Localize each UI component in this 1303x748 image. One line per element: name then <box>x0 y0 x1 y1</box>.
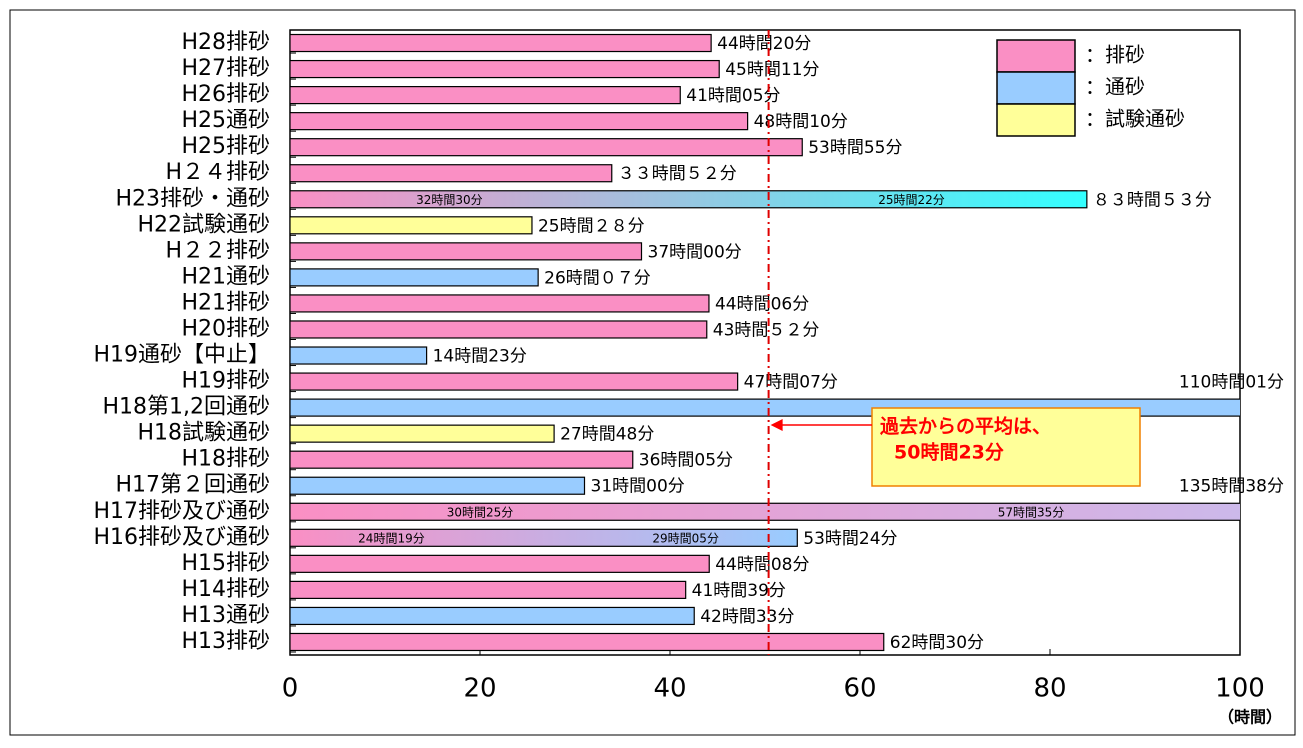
value-label: 14時間23分 <box>433 347 527 367</box>
x-axis-label: （時間） <box>1218 708 1282 727</box>
value-label: 41時間05分 <box>686 86 780 106</box>
bar <box>290 606 695 626</box>
y-tick-label: H19排砂 <box>181 369 270 394</box>
bar <box>290 138 803 157</box>
y-tick-label: H20排砂 <box>181 316 270 341</box>
value-label: 53時間24分 <box>803 529 897 549</box>
value-label: 44時間08分 <box>715 555 809 575</box>
bar <box>290 268 539 287</box>
y-tick-label: H25通砂 <box>181 108 270 133</box>
segment-label: 32時間30分 <box>416 193 483 207</box>
annotation-text: 50時間23分 <box>894 442 1004 464</box>
bar <box>290 346 428 365</box>
y-tick-label: H13通砂 <box>181 603 270 628</box>
bar <box>290 33 712 53</box>
y-tick-label: H21排砂 <box>181 290 270 315</box>
bar <box>290 398 1240 417</box>
bar <box>290 450 634 469</box>
value-label: 44時間06分 <box>715 294 809 314</box>
x-tick-label: 100 <box>1215 674 1265 704</box>
segment-label: 57時間35分 <box>998 505 1065 519</box>
bar <box>290 59 720 79</box>
value-label: 25時間２８分 <box>538 216 645 236</box>
bar <box>290 190 1088 209</box>
legend-swatch <box>996 39 1076 73</box>
segment-label: 30時間25分 <box>447 505 514 519</box>
bar <box>290 372 739 391</box>
value-label: 41時間39分 <box>692 581 786 601</box>
value-label: 27時間48分 <box>560 425 654 445</box>
value-label: 110時間01分 <box>1179 373 1284 393</box>
value-label: 45時間11分 <box>725 60 819 80</box>
y-tick-label: H19通砂【中止】 <box>93 343 270 368</box>
value-label: 31時間00分 <box>591 477 685 497</box>
y-tick-label: H27排砂 <box>181 56 270 81</box>
bar <box>290 502 1240 521</box>
bar <box>290 86 681 105</box>
y-tick-label: H17第２回通砂 <box>115 473 270 498</box>
y-tick-label: H16排砂及び通砂 <box>93 525 270 550</box>
x-tick-label: 0 <box>282 674 299 704</box>
y-tick-label: H17排砂及び通砂 <box>93 499 270 524</box>
segment-label: 29時間05分 <box>652 531 719 545</box>
value-label: 36時間05分 <box>639 451 733 471</box>
y-tick-label: H28排砂 <box>181 30 270 55</box>
bar <box>290 476 586 495</box>
value-label: 47時間07分 <box>744 373 838 393</box>
plot-area <box>289 29 1241 656</box>
value-label: 135時間38分 <box>1179 477 1284 497</box>
y-tick-label: H14排砂 <box>181 577 270 602</box>
value-label: 37時間00分 <box>648 242 742 262</box>
bar <box>290 294 710 313</box>
segment-label: 24時間19分 <box>358 531 425 545</box>
y-tick-label: H22試験通砂 <box>137 212 270 237</box>
legend-swatch <box>996 71 1076 105</box>
bar <box>290 242 643 261</box>
segment-label: 25時間22分 <box>878 193 945 207</box>
legend-label: ：通砂 <box>1085 75 1145 99</box>
value-label: ３３時間５２分 <box>618 164 737 184</box>
bar <box>290 112 749 131</box>
value-label: 42時間33分 <box>700 607 794 627</box>
annotation-text: 過去からの平均は、 <box>880 415 1051 438</box>
value-label: ８３時間５３分 <box>1093 190 1212 210</box>
y-tick-label: H18試験通砂 <box>137 421 270 446</box>
value-label: 43時間５２分 <box>713 320 820 340</box>
annotation-box <box>871 407 1141 487</box>
y-tick-label: H２２排砂 <box>165 238 270 263</box>
bar <box>290 320 708 339</box>
y-tick-label: H15排砂 <box>181 551 270 576</box>
value-label: 26時間０７分 <box>544 268 651 288</box>
bar <box>290 424 555 443</box>
y-tick-label: H23排砂・通砂 <box>115 186 270 211</box>
bar <box>290 632 885 652</box>
x-tick-label: 40 <box>653 674 686 704</box>
value-label: 53時間55分 <box>808 138 902 158</box>
bar <box>290 580 687 599</box>
legend-label: ：排砂 <box>1085 43 1145 67</box>
y-tick-label: H18排砂 <box>181 447 270 472</box>
legend-label: ：試験通砂 <box>1085 107 1185 131</box>
bar <box>290 554 710 573</box>
legend-swatch <box>996 103 1076 137</box>
y-tick-label: H21通砂 <box>181 264 270 289</box>
bar <box>290 528 798 547</box>
bar <box>290 164 613 183</box>
y-tick-label: H26排砂 <box>181 82 270 107</box>
bar <box>290 216 533 235</box>
value-label: 62時間30分 <box>890 633 984 653</box>
value-label: 44時間20分 <box>717 34 811 54</box>
y-tick-label: H２４排砂 <box>165 160 270 185</box>
x-tick-label: 80 <box>1033 674 1066 704</box>
value-label: 48時間10分 <box>754 112 848 132</box>
x-tick-label: 20 <box>463 674 496 704</box>
y-tick-label: H18第1,2回通砂 <box>102 395 270 420</box>
annotation-arrowhead <box>770 419 783 431</box>
x-tick-label: 60 <box>843 674 876 704</box>
y-tick-label: H25排砂 <box>181 134 270 159</box>
y-tick-label: H13排砂 <box>181 629 270 654</box>
